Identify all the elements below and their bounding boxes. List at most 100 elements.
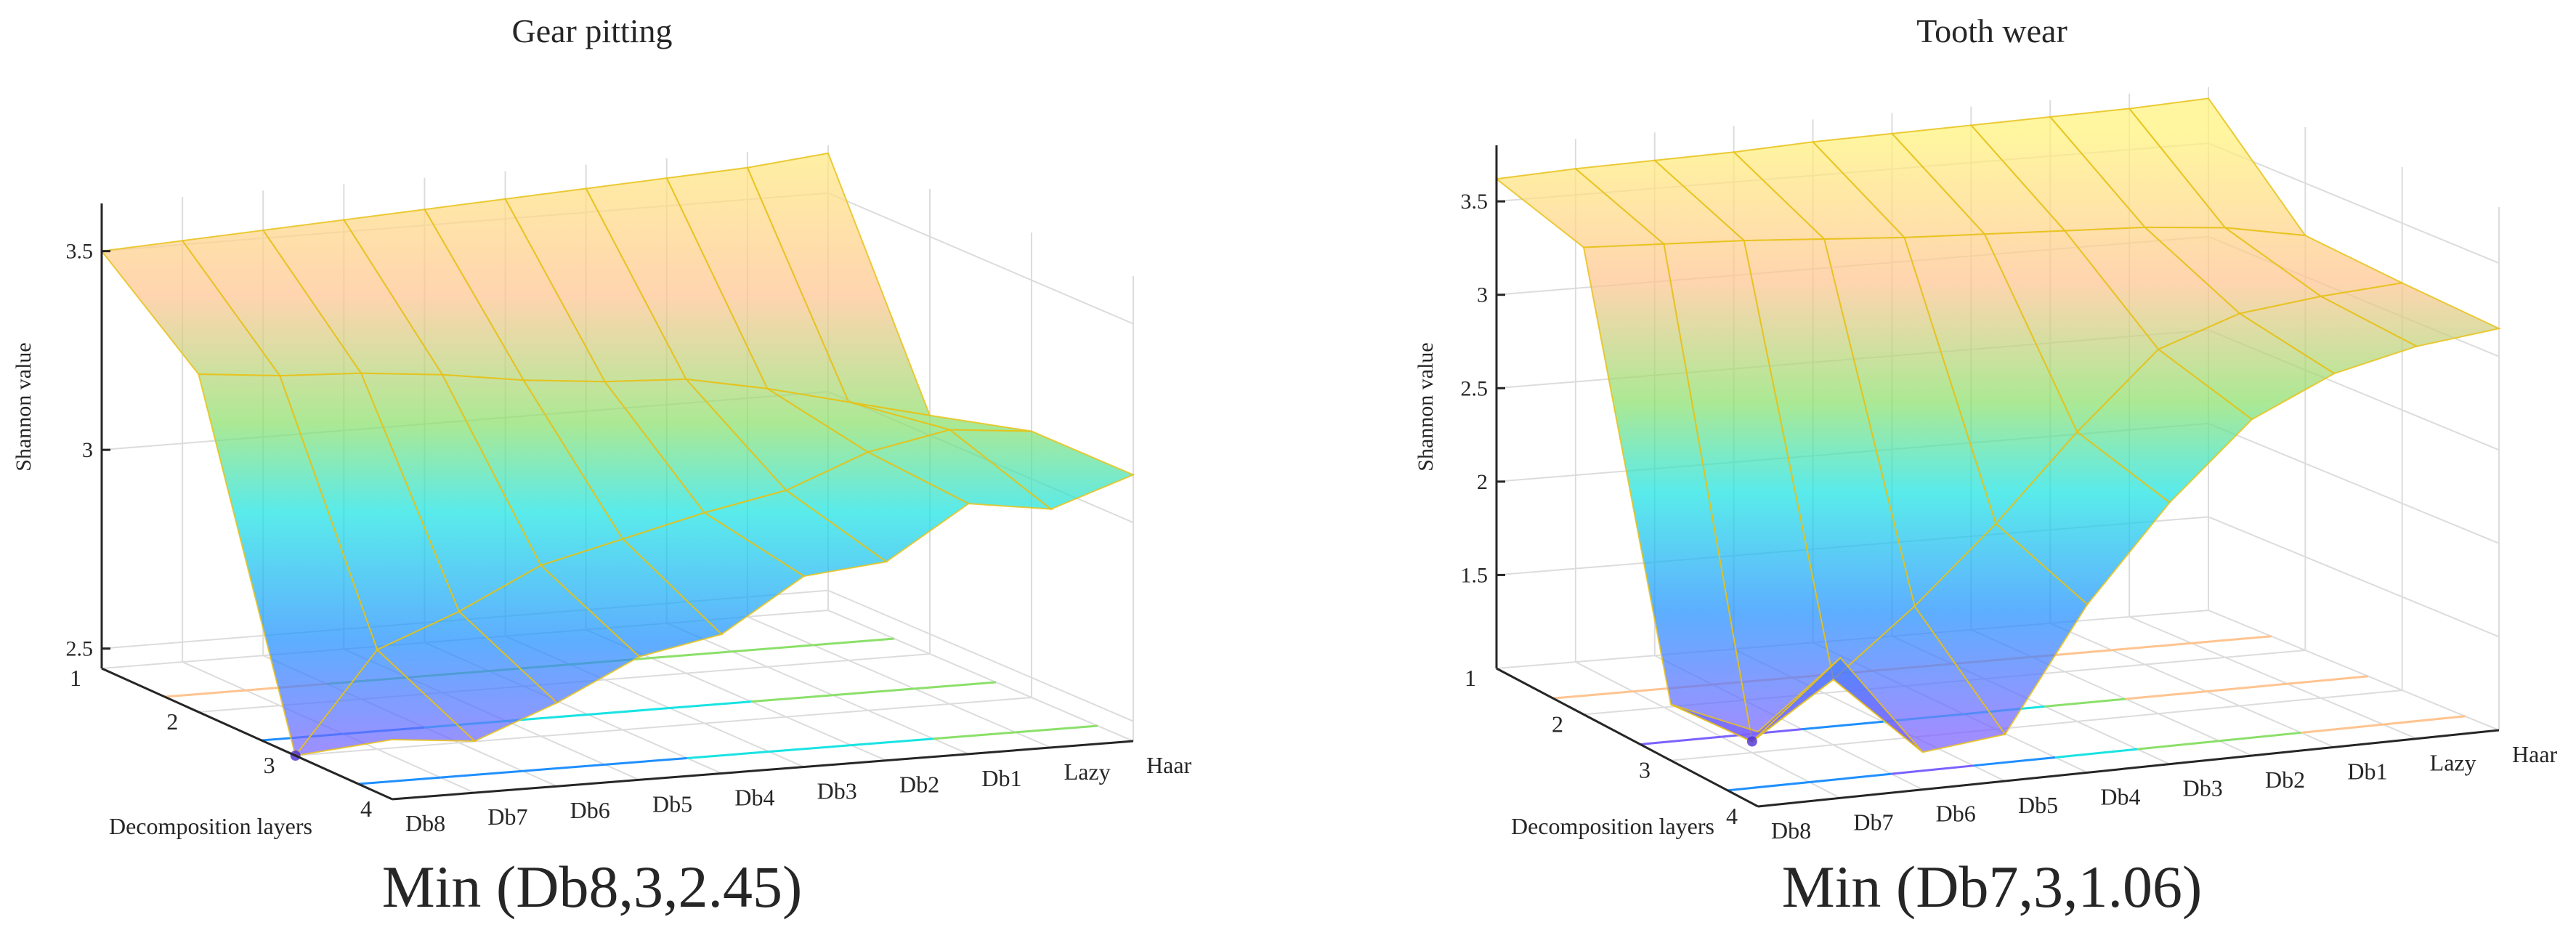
contour-segment bbox=[833, 687, 915, 697]
contour-segment bbox=[2125, 690, 2207, 700]
contour-segment bbox=[1973, 756, 2056, 767]
contour-segment bbox=[2055, 748, 2138, 759]
contour-segment bbox=[2111, 642, 2192, 652]
contour-segment bbox=[440, 769, 523, 779]
minimum-annotation: Min (Db8,3,2.45) bbox=[382, 854, 803, 920]
contour-segment bbox=[1809, 772, 1892, 783]
contour-segment bbox=[769, 744, 851, 753]
y-tick-label: 1 bbox=[70, 665, 81, 691]
contour-segment bbox=[933, 731, 1016, 740]
floor-gridline bbox=[827, 610, 1134, 742]
x-tick-label: Db5 bbox=[2018, 792, 2058, 818]
contour-segment bbox=[2206, 682, 2288, 693]
x-tick-label: Db3 bbox=[2183, 775, 2223, 801]
surface-patch bbox=[293, 648, 477, 757]
contour-segment bbox=[522, 763, 605, 772]
y-tick-label: 2 bbox=[166, 708, 178, 735]
x-tick-label: Db8 bbox=[1771, 817, 1811, 844]
x-tick-label: Db8 bbox=[405, 810, 445, 836]
z-tick-label: 2.5 bbox=[1461, 376, 1489, 400]
contour-segment bbox=[604, 756, 687, 766]
y-axis-label: Decomposition layers bbox=[109, 813, 312, 839]
x-tick-label: Db6 bbox=[570, 797, 610, 823]
z-axis-label: Shannon value bbox=[1414, 342, 1438, 471]
x-tick-label: Db2 bbox=[2265, 767, 2305, 793]
contour-segment bbox=[1802, 720, 1884, 731]
floor-gridline bbox=[1575, 661, 1841, 799]
x-tick-label: Db7 bbox=[1853, 809, 1893, 835]
z-tick-label: 3.5 bbox=[66, 240, 94, 264]
contour-segment bbox=[1015, 724, 1098, 734]
contour-segment bbox=[686, 751, 769, 759]
z-axis-label: Shannon value bbox=[12, 342, 36, 471]
contour-segment bbox=[588, 707, 670, 716]
x-tick-label: Db5 bbox=[652, 790, 692, 817]
chart-tooth-wear: 1.5 2 2.5 3 3.5 1 2 3 4 Db8 Db7 Db6 Db5 Db4 Db3 Db2 Db1 L… bbox=[1414, 12, 2558, 920]
x-tick-label: Db3 bbox=[817, 778, 857, 804]
x-tick-label: Haar bbox=[2512, 741, 2558, 767]
x-tick-label: Lazy bbox=[2430, 750, 2476, 776]
contour-segment bbox=[651, 650, 732, 660]
y-axis-line bbox=[101, 667, 393, 801]
contour-segment bbox=[813, 637, 895, 647]
contour-segment bbox=[750, 694, 833, 703]
y-tick-label: 3 bbox=[264, 752, 275, 778]
floor-gridline bbox=[2129, 615, 2418, 740]
x-axis-line bbox=[392, 740, 1134, 801]
x-tick-label: Db1 bbox=[2347, 758, 2387, 784]
contour-segment bbox=[669, 700, 752, 710]
z-tick-label: 3 bbox=[82, 438, 93, 462]
contour-segment bbox=[732, 644, 814, 653]
y-tick-label: 1 bbox=[1465, 665, 1476, 691]
contour-segment bbox=[2136, 740, 2220, 751]
floor-gridline bbox=[295, 697, 1032, 756]
contour-segment bbox=[2383, 715, 2466, 726]
x-tick-label: Db4 bbox=[2100, 783, 2140, 809]
z-tick-label: 3 bbox=[1477, 283, 1488, 307]
axes-gear-pitting: 2.5 3 3.5 1 2 3 4 Db8 Db7 Db6 Db5 Db4 Db3 Db2 Db1 Lazy H… bbox=[66, 203, 1192, 836]
minimum-point bbox=[1746, 736, 1757, 747]
x-tick-label: Db1 bbox=[981, 765, 1021, 791]
x-tick-label: Haar bbox=[1146, 752, 1192, 778]
z-tick-label: 1.5 bbox=[1461, 563, 1489, 587]
surface-patch bbox=[1670, 657, 1842, 743]
y-tick-label: 4 bbox=[1726, 803, 1738, 829]
x-tick-label: Db7 bbox=[487, 804, 527, 830]
contour-segment bbox=[2191, 635, 2272, 644]
floor-gridline bbox=[1670, 690, 2402, 761]
z-tick-label: 3.5 bbox=[1461, 190, 1489, 214]
chart-gear-pitting: 2.5 3 3.5 1 2 3 4 Db8 Db7 Db6 Db5 Db4 Db3 Db2 Db1 Lazy H… bbox=[12, 12, 1192, 920]
contour-segment bbox=[1552, 690, 1633, 700]
y-tick-label: 2 bbox=[1552, 711, 1563, 737]
floor-gridline bbox=[2208, 610, 2500, 731]
y-tick-label: 4 bbox=[360, 796, 372, 822]
surface-gear-pitting bbox=[100, 152, 1135, 761]
x-axis-line bbox=[1757, 729, 2500, 808]
contour-segment bbox=[164, 689, 246, 698]
x-tick-label: Lazy bbox=[1064, 759, 1111, 785]
contour-segment bbox=[1640, 735, 1722, 745]
contour-segment bbox=[2287, 675, 2369, 685]
z-tick-label: 2.5 bbox=[66, 637, 94, 661]
x-tick-label: Db6 bbox=[1936, 801, 1976, 827]
contour-segment bbox=[2301, 723, 2383, 734]
z-tick-label: 2 bbox=[1477, 470, 1488, 494]
x-tick-label: Db2 bbox=[899, 772, 939, 798]
contour-segment bbox=[851, 737, 933, 747]
chart-title: Gear pitting bbox=[512, 12, 673, 49]
minimum-annotation: Min (Db7,3,1.06) bbox=[1782, 854, 2203, 920]
x-tick-label: Db4 bbox=[734, 784, 774, 810]
contour-segment bbox=[1891, 764, 1974, 775]
floor-gridline bbox=[666, 622, 969, 755]
contour-segment bbox=[1727, 780, 1810, 792]
contour-segment bbox=[2219, 731, 2301, 743]
contour-segment bbox=[2044, 698, 2126, 708]
contour-segment bbox=[914, 681, 997, 690]
axes-tooth-wear: 1.5 2 2.5 3 3.5 1 2 3 4 Db8 Db7 Db6 Db5 Db4 Db3 Db2 Db1 L… bbox=[1461, 145, 2558, 844]
surface-tooth-wear bbox=[1494, 97, 2502, 753]
floor-gridline bbox=[2049, 622, 2335, 748]
y-axis-line bbox=[1496, 667, 1759, 808]
floor-gridline bbox=[747, 615, 1052, 748]
chart-title: Tooth wear bbox=[1916, 12, 2067, 49]
